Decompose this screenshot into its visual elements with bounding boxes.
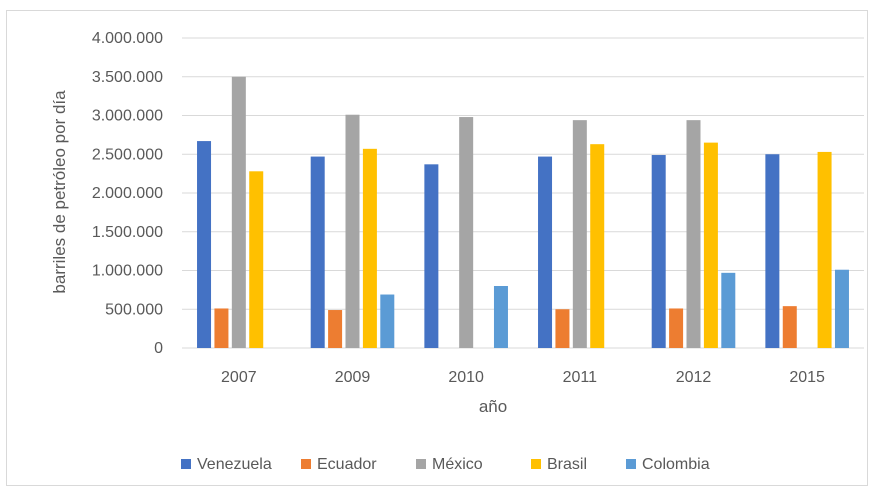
y-tick-label: 1.000.000 xyxy=(92,263,163,280)
bar-méxico-2010 xyxy=(459,117,474,348)
bar-brasil-2007 xyxy=(249,171,264,348)
x-tick-label: 2012 xyxy=(676,369,712,386)
y-tick-label: 4.000.000 xyxy=(92,30,163,47)
y-tick-label: 3.000.000 xyxy=(92,108,163,125)
bar-méxico-2011 xyxy=(572,120,587,349)
bar-brasil-2011 xyxy=(590,144,605,348)
legend-label: Venezuela xyxy=(197,456,272,473)
bar-venezuela-2011 xyxy=(538,156,553,348)
bar-colombia-2012 xyxy=(721,272,736,348)
y-tick-label: 1.500.000 xyxy=(92,224,163,241)
bar-venezuela-2012 xyxy=(651,155,666,348)
x-tick-label: 2011 xyxy=(563,369,598,386)
bar-colombia-2010 xyxy=(493,286,508,348)
x-axis-title: año xyxy=(479,397,507,416)
legend-label: Brasil xyxy=(547,456,587,473)
bar-brasil-2015 xyxy=(817,151,832,348)
y-axis-title: barriles de petróleo por día xyxy=(50,90,69,294)
gridlines xyxy=(182,37,864,349)
legend-label: Colombia xyxy=(642,456,710,473)
bar-ecuador-2009 xyxy=(328,310,343,348)
x-tick-label: 2010 xyxy=(448,369,484,386)
y-tick-label: 0 xyxy=(154,340,163,357)
bar-ecuador-2011 xyxy=(555,309,570,348)
bar-méxico-2009 xyxy=(345,114,360,348)
bar-venezuela-2010 xyxy=(424,164,439,348)
y-tick-label: 3.500.000 xyxy=(92,69,163,86)
x-tick-label: 2007 xyxy=(221,369,257,386)
bar-colombia-2009 xyxy=(380,294,395,348)
bar-colombia-2015 xyxy=(834,269,849,348)
x-tick-labels: 2007 2009 2010 2011 2012 2015 xyxy=(221,369,825,386)
legend: Venezuela Ecuador México Brasil Colombia xyxy=(181,456,710,473)
y-tick-label: 500.000 xyxy=(105,301,163,318)
bar-venezuela-2007 xyxy=(197,141,212,348)
legend-swatch-colombia xyxy=(626,459,636,469)
bar-ecuador-2012 xyxy=(669,308,684,348)
legend-swatch-venezuela xyxy=(181,459,191,469)
legend-label: México xyxy=(432,456,483,473)
bars xyxy=(197,76,849,349)
legend-swatch-brasil xyxy=(531,459,541,469)
legend-label: Ecuador xyxy=(317,456,377,473)
x-tick-label: 2015 xyxy=(789,369,825,386)
bar-ecuador-2007 xyxy=(214,308,229,348)
bar-venezuela-2009 xyxy=(310,156,325,348)
x-tick-label: 2009 xyxy=(335,369,371,386)
legend-swatch-méxico xyxy=(416,459,426,469)
legend-swatch-ecuador xyxy=(301,459,311,469)
bar-méxico-2007 xyxy=(231,76,246,348)
y-tick-labels: 0 500.000 1.000.000 1.500.000 2.000.000 2.500… xyxy=(92,30,163,357)
bar-venezuela-2015 xyxy=(765,154,780,348)
bar-méxico-2012 xyxy=(686,120,701,349)
bar-brasil-2012 xyxy=(703,142,718,348)
bar-ecuador-2015 xyxy=(782,306,797,348)
y-tick-label: 2.500.000 xyxy=(92,146,163,163)
y-tick-label: 2.000.000 xyxy=(92,185,163,202)
bar-brasil-2009 xyxy=(362,148,377,348)
